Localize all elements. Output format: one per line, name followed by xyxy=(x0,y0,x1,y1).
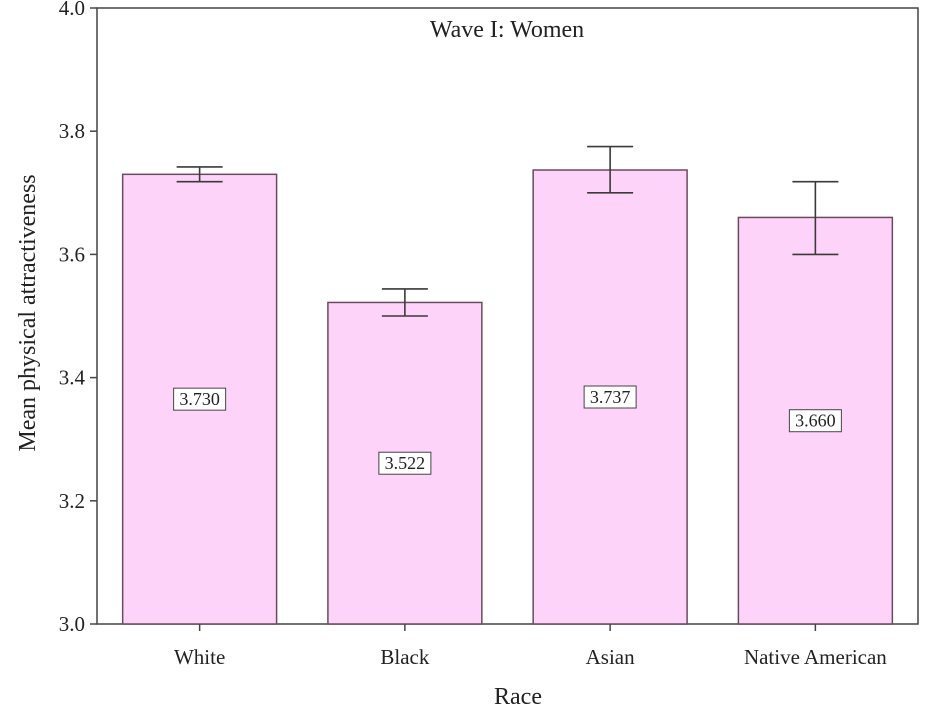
y-tick-label: 3.8 xyxy=(59,119,85,143)
data-label: 3.737 xyxy=(590,387,631,407)
data-label: 3.730 xyxy=(179,389,220,409)
data-label-box xyxy=(378,451,432,475)
x-tick-label: White xyxy=(174,645,225,669)
plot-frame xyxy=(96,7,919,625)
data-labels: 3.730 3.522 3.737 3.660 xyxy=(173,385,842,475)
data-label: 3.522 xyxy=(385,453,426,473)
y-axis-title: Mean physical attractiveness xyxy=(15,174,41,451)
x-tick-label: Native American xyxy=(744,645,887,669)
x-tick-label: Asian xyxy=(586,645,635,669)
x-axis-title: Race xyxy=(494,684,542,710)
data-label-box xyxy=(788,409,842,433)
y-tick-label: 3.0 xyxy=(59,612,85,636)
data-label-box xyxy=(173,387,227,411)
bars xyxy=(121,169,894,625)
y-tick-label: 3.6 xyxy=(59,242,85,266)
x-tick-label: Black xyxy=(380,645,429,669)
y-tick-label: 3.2 xyxy=(59,489,85,513)
data-label-box xyxy=(583,385,637,409)
y-axis: 3.0 3.2 3.4 3.6 3.8 4.0 xyxy=(59,0,97,636)
chart-title: Wave I: Women xyxy=(430,17,584,43)
plot-frame-rect xyxy=(96,7,919,625)
data-label: 3.660 xyxy=(795,411,836,431)
y-tick-label: 4.0 xyxy=(59,0,85,20)
y-tick-label: 3.4 xyxy=(59,366,86,390)
error-bars xyxy=(176,145,839,317)
x-axis: White Black Asian Native American xyxy=(174,624,887,669)
